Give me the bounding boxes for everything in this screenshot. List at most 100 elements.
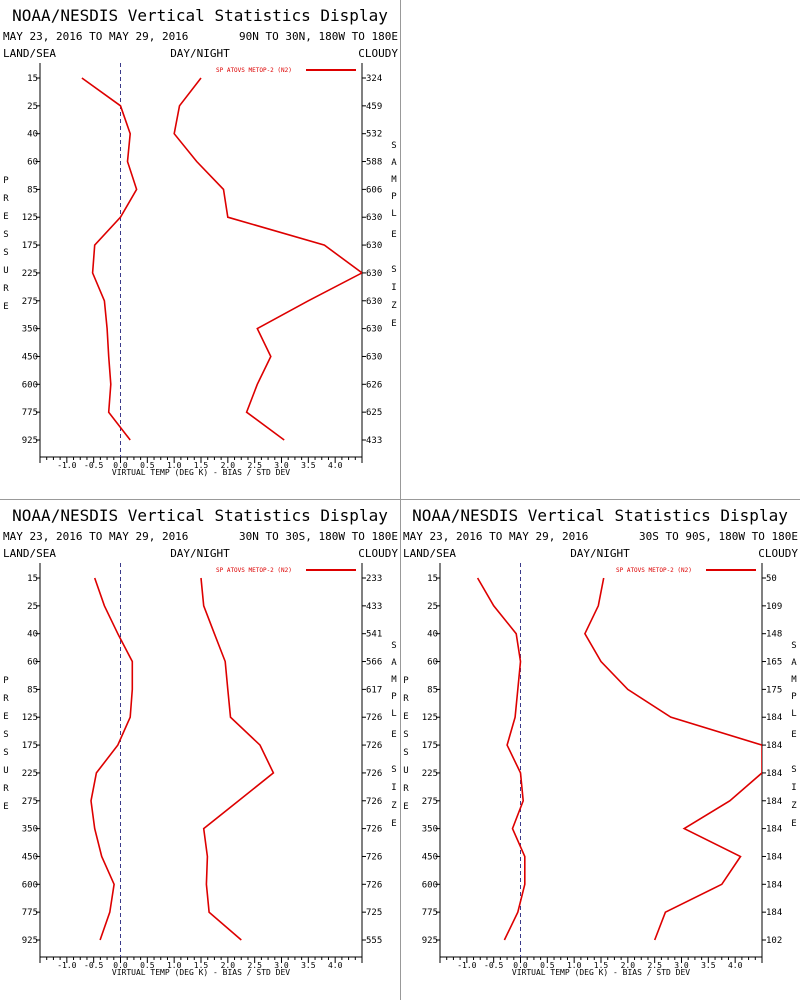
panel-divider-horizontal [0,499,800,500]
stats-panel: NOAA/NESDIS Vertical Statistics Display M… [3,6,398,477]
x-tick-label: 1.5 [194,461,209,470]
x-tick-label: 2.0 [621,961,636,970]
sample-size-label: 630 [366,241,382,251]
pressure-level-label: 225 [22,269,38,279]
pressure-level-label: 925 [22,436,38,446]
sample-axis-letter: L [391,209,396,219]
cloudy-label: CLOUDY [758,547,798,560]
sample-size-label: 433 [366,436,382,446]
legend-label: SP ATOVS METOP-2 (N2) [616,567,692,574]
sample-axis-letter: Z [791,801,797,811]
sample-axis-letter: I [391,283,396,293]
std-dev-series-line [583,577,762,941]
x-tick-label: 1.5 [594,961,609,970]
pressure-level-label: 600 [422,880,438,890]
pressure-axis-letter: E [3,212,8,222]
sample-size-label: 184 [766,797,782,807]
land-sea-label: LAND/SEA [403,547,456,560]
x-tick-label: 4.0 [728,961,743,970]
x-tick-label: 2.5 [647,961,662,970]
pressure-axis-letter: S [403,748,408,758]
pressure-level-label: 350 [22,825,38,835]
sample-size-label: 606 [366,185,382,195]
pressure-axis-letter: S [3,230,8,240]
date-range: MAY 23, 2016 TO MAY 29, 2016 [3,530,188,543]
pressure-level-label: 175 [22,241,38,251]
sample-axis-letter: S [791,765,796,775]
pressure-level-label: 40 [427,630,438,640]
sample-size-label: 184 [766,825,782,835]
bias-series-line [90,577,134,941]
sample-size-label: 625 [366,408,382,418]
pressure-level-label: 450 [422,852,438,862]
sample-axis-letter: E [391,319,396,329]
sample-size-label: 566 [366,658,382,668]
x-axis-label: VIRTUAL TEMP (DEG K) - BIAS / STD DEV [112,968,290,977]
sample-size-label: 184 [766,880,782,890]
sample-axis-letter: A [791,658,797,668]
sample-size-label: 617 [366,685,382,695]
pressure-level-label: 85 [27,185,38,195]
pressure-level-label: 85 [27,685,38,695]
sample-size-label: 184 [766,713,782,723]
sample-size-label: 165 [766,658,782,668]
sample-axis-letter: E [391,730,396,740]
x-tick-label: 0.0 [113,461,128,470]
pressure-level-label: 25 [27,602,38,612]
legend-label: SP ATOVS METOP-2 (N2) [216,67,292,74]
pressure-axis-letter: U [403,766,408,776]
pressure-level-label: 600 [22,880,38,890]
panel-title: NOAA/NESDIS Vertical Statistics Display [12,6,388,25]
pressure-level-label: 350 [422,825,438,835]
pressure-level-label: 275 [22,797,38,807]
sample-size-label: 541 [366,630,382,640]
x-tick-label: -1.0 [57,961,76,970]
x-tick-label: -1.0 [457,961,476,970]
day-night-label: DAY/NIGHT [170,47,230,60]
sample-axis-letter: P [391,192,397,202]
panel-title: NOAA/NESDIS Vertical Statistics Display [412,506,788,525]
pressure-axis-letter: U [3,766,8,776]
land-sea-label: LAND/SEA [3,547,56,560]
pressure-axis-letter: P [3,176,9,186]
pressure-level-label: 350 [22,325,38,335]
panel-title: NOAA/NESDIS Vertical Statistics Display [12,506,388,525]
x-axis-label: VIRTUAL TEMP (DEG K) - BIAS / STD DEV [512,968,690,977]
sample-size-label: 630 [366,325,382,335]
sample-axis-letter: L [391,709,396,719]
std-dev-series-line [173,77,362,441]
x-tick-label: 3.0 [674,961,689,970]
sample-axis-letter: E [391,819,396,829]
pressure-level-label: 15 [427,574,438,584]
pressure-axis-letter: R [3,694,9,704]
sample-axis-letter: A [391,158,397,168]
sample-size-label: 184 [766,741,782,751]
pressure-axis-letter: P [3,676,9,686]
sample-size-label: 102 [766,936,782,946]
pressure-level-label: 60 [27,658,38,668]
date-range: MAY 23, 2016 TO MAY 29, 2016 [3,30,188,43]
sample-axis-letter: S [391,765,396,775]
pressure-axis-letter: R [3,784,9,794]
stats-panel: NOAA/NESDIS Vertical Statistics Display M… [403,506,798,977]
sample-size-label: 630 [366,213,382,223]
pressure-axis-letter: E [3,712,8,722]
sample-size-label: 324 [366,74,382,84]
region-label: 90N TO 30N, 180W TO 180E [239,30,398,43]
sample-size-label: 630 [366,352,382,362]
x-tick-label: 3.5 [301,961,316,970]
pressure-level-label: 175 [422,741,438,751]
sample-axis-letter: S [391,141,396,151]
pressure-axis-letter: U [3,266,8,276]
pressure-axis-letter: S [3,248,8,258]
x-tick-label: 3.0 [274,461,289,470]
pressure-axis-letter: S [3,730,8,740]
pressure-level-label: 600 [22,380,38,390]
sample-axis-letter: E [391,230,396,240]
x-tick-label: -0.5 [484,961,503,970]
sample-axis-letter: I [791,783,796,793]
pressure-level-label: 125 [22,213,38,223]
x-tick-label: 0.0 [513,961,528,970]
x-tick-label: 0.5 [140,461,155,470]
x-tick-label: 0.0 [113,961,128,970]
